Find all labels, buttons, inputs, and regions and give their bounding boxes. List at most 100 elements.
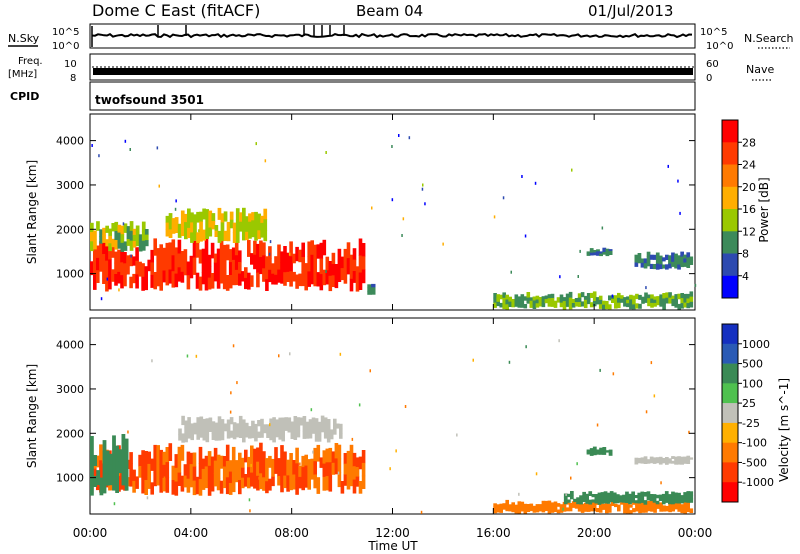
scatter-cell (126, 232, 131, 240)
scatter-cell (650, 501, 654, 505)
scatter-cell (352, 248, 357, 261)
scatter-cell (520, 298, 525, 304)
scatter-cell (180, 218, 185, 228)
scatter-cell (225, 477, 230, 495)
scatter-cell (216, 454, 221, 467)
scatter-cell (242, 207, 246, 219)
scatter-cell (668, 255, 672, 260)
scatter-cell (606, 492, 611, 497)
scatter-cell (680, 298, 684, 304)
colorbar-swatch (722, 186, 738, 210)
scatter-cell (108, 228, 112, 237)
scatter-cell (198, 446, 203, 464)
scatter-cell (313, 447, 317, 462)
scatter-cell (286, 262, 290, 273)
scatter-cell (398, 134, 400, 137)
scatter-cell (199, 423, 204, 431)
scatter-cell (201, 479, 206, 490)
scatter-cell (689, 498, 694, 503)
scatter-cell (643, 456, 648, 460)
scatter-cell (171, 255, 176, 272)
scatter-cell (210, 479, 215, 492)
scatter-cell (683, 498, 687, 503)
scatter-cell (602, 506, 606, 510)
scatter-cell (177, 253, 182, 268)
scatter-cell (579, 501, 583, 505)
scatter-cell (298, 249, 302, 263)
scatter-cell (597, 500, 602, 505)
scatter-cell (320, 423, 325, 433)
scatter-cell (292, 474, 296, 490)
scatter-cell (508, 301, 512, 307)
scatter-cell (337, 270, 342, 282)
scatter-cell (150, 482, 154, 495)
scatter-cell (222, 456, 227, 467)
scatter-cell (228, 460, 233, 473)
scatter-cell (112, 435, 116, 455)
scatter-cell (496, 506, 500, 510)
scatter-cell (523, 296, 528, 301)
scatter-cell (238, 480, 242, 495)
scatter-cell (640, 498, 645, 503)
scatter-cell (156, 146, 159, 150)
scatter-cell (686, 491, 691, 496)
scatter-cell (592, 250, 597, 253)
x-tick-label: 20:00 (577, 526, 612, 540)
scatter-cell (632, 295, 636, 301)
scatter-cell (609, 491, 614, 496)
scatter-cell (688, 430, 690, 434)
scatter-cell (159, 244, 163, 261)
scatter-cell (177, 472, 182, 486)
scatter-cell (603, 495, 608, 500)
scatter-cell (331, 252, 336, 265)
scatter-cell (568, 503, 573, 507)
scatter-cell (586, 451, 591, 453)
scatter-cell (505, 507, 509, 512)
scatter-cell (277, 476, 281, 486)
colorbar-tick-label: -1000 (742, 476, 774, 489)
scatter-cell (245, 427, 249, 433)
scatter-cell (334, 458, 339, 475)
scatter-cell (595, 297, 600, 301)
scatter-cell (680, 303, 684, 309)
scatter-cell (196, 211, 200, 223)
scatter-cell (211, 221, 216, 230)
scatter-cell (295, 478, 299, 495)
scatter-cell (248, 213, 252, 223)
scatter-cell (319, 274, 324, 291)
colorbar-swatch (722, 422, 738, 443)
scatter-cell (208, 424, 213, 432)
scatter-cell (222, 274, 227, 290)
scatter-cell (686, 494, 691, 499)
scatter-cell (550, 505, 555, 510)
scatter-cell (686, 508, 690, 513)
scatter-cell (259, 442, 263, 459)
scatter-cell (677, 264, 681, 270)
scatter-cell (204, 255, 209, 274)
scatter-cell (99, 236, 103, 244)
scatter-cell (680, 293, 684, 299)
scatter-cell (336, 423, 340, 429)
scatter-cell (596, 451, 600, 454)
scatter-cell (493, 509, 497, 514)
scatter-cell (132, 469, 136, 482)
scatter-cell (541, 296, 546, 301)
scatter-cell (352, 271, 357, 283)
scatter-cell (346, 450, 351, 465)
scatter-cell (102, 254, 106, 270)
scatter-cell (241, 477, 245, 489)
scatter-cell (204, 466, 209, 478)
scatter-cell (655, 494, 660, 499)
scatter-cell (208, 210, 213, 220)
scatter-cell (559, 298, 564, 304)
scatter-cell (660, 481, 662, 485)
scatter-cell (616, 497, 620, 501)
scatter-cell (250, 275, 254, 287)
scatter-cell (171, 218, 176, 227)
scatter-cell (538, 303, 543, 307)
scatter-cell (640, 459, 645, 462)
scatter-cell (658, 255, 663, 261)
scatter-cell (301, 478, 305, 491)
scatter-cell (689, 296, 694, 303)
scatter-cell (325, 270, 330, 285)
